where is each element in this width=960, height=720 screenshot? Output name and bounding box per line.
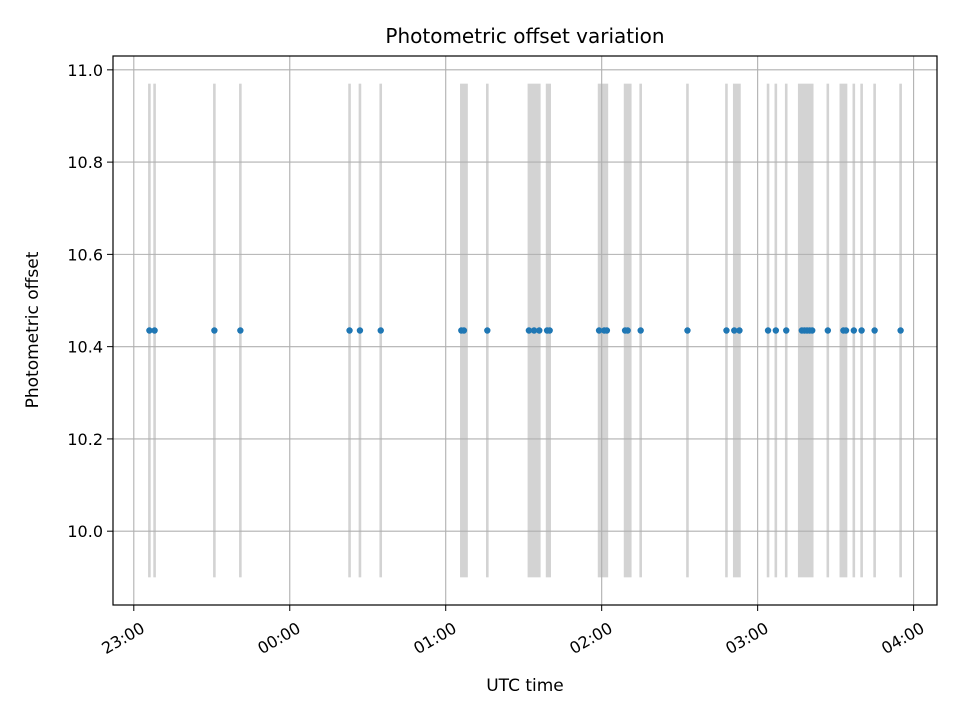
y-tick-label: 10.4 bbox=[67, 338, 103, 357]
data-point bbox=[484, 327, 491, 334]
data-point bbox=[211, 327, 218, 334]
data-point bbox=[736, 327, 743, 334]
data-point bbox=[603, 327, 611, 334]
data-point bbox=[842, 327, 850, 334]
y-axis-ticks: 10.0 10.2 10.4 10.6 10.8 11.0 bbox=[67, 61, 113, 541]
data-points bbox=[146, 327, 904, 334]
grid bbox=[113, 56, 937, 605]
data-point bbox=[637, 327, 644, 334]
data-point bbox=[684, 327, 691, 334]
chart-title: Photometric offset variation bbox=[385, 24, 664, 48]
data-point bbox=[595, 327, 603, 334]
x-axis-label: UTC time bbox=[486, 676, 564, 696]
plot-frame bbox=[112, 55, 938, 606]
y-axis-label: Photometric offset bbox=[23, 251, 43, 408]
data-point bbox=[764, 327, 772, 334]
data-point bbox=[783, 327, 790, 334]
data-point bbox=[530, 327, 538, 334]
y-tick-label: 11.0 bbox=[67, 61, 103, 80]
data-point bbox=[824, 327, 832, 334]
y-tick-label: 10.2 bbox=[67, 430, 103, 449]
data-point bbox=[858, 327, 865, 334]
data-point bbox=[624, 327, 631, 334]
data-point bbox=[850, 327, 858, 334]
data-point bbox=[146, 327, 153, 334]
y-tick-label: 10.0 bbox=[67, 522, 103, 541]
data-point bbox=[723, 327, 730, 334]
data-point bbox=[809, 327, 816, 334]
y-tick-label: 10.8 bbox=[67, 153, 103, 172]
data-point bbox=[356, 327, 364, 334]
data-point bbox=[237, 327, 244, 334]
y-tick-label: 10.6 bbox=[67, 245, 103, 264]
data-point bbox=[536, 327, 543, 334]
data-point bbox=[772, 327, 780, 334]
data-point bbox=[871, 327, 878, 334]
data-point bbox=[460, 327, 468, 334]
data-point bbox=[525, 327, 533, 334]
data-point bbox=[546, 327, 553, 334]
data-point bbox=[151, 327, 158, 334]
data-point bbox=[377, 327, 384, 334]
data-point bbox=[731, 327, 738, 334]
data-point bbox=[346, 327, 353, 334]
data-point bbox=[897, 327, 904, 334]
